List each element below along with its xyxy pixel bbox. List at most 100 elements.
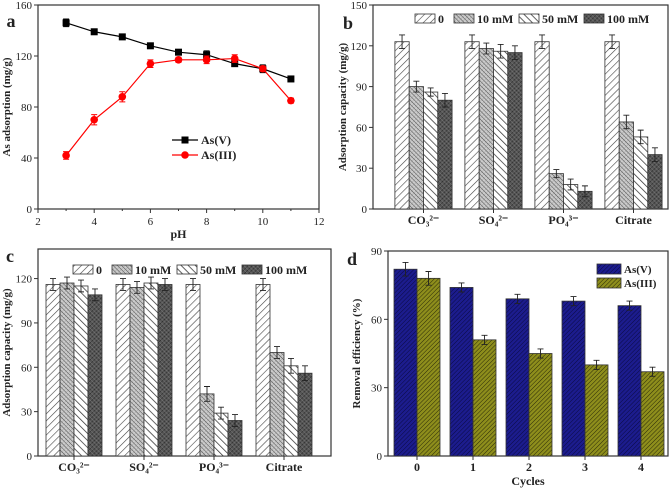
y-tick-label: 150 bbox=[351, 0, 368, 12]
bar bbox=[143, 282, 159, 457]
error-bar bbox=[481, 334, 488, 345]
x-axis-label: Cycles bbox=[511, 474, 545, 488]
bar bbox=[464, 41, 480, 210]
bar bbox=[507, 52, 523, 210]
legend-label: 0 bbox=[96, 263, 102, 277]
error-bar bbox=[567, 178, 574, 191]
error-bar bbox=[78, 279, 84, 293]
legend-marker bbox=[181, 151, 189, 159]
series-line bbox=[65, 57, 292, 156]
y-tick-label: 90 bbox=[356, 82, 368, 94]
legend-label: 0 bbox=[438, 12, 444, 26]
data-point bbox=[231, 60, 239, 68]
bar bbox=[199, 393, 215, 457]
data-point bbox=[118, 33, 126, 41]
y-axis-label: As adsorption (mg/g) bbox=[1, 57, 13, 156]
error-bar bbox=[581, 185, 588, 198]
error-bar bbox=[623, 114, 630, 130]
y-tick-label: 60 bbox=[21, 362, 33, 374]
legend-swatch bbox=[414, 13, 436, 24]
legend-swatch bbox=[176, 264, 198, 275]
y-tick-label: 30 bbox=[371, 383, 383, 395]
error-bar bbox=[399, 34, 406, 49]
data-point bbox=[174, 56, 183, 64]
error-bar bbox=[204, 386, 210, 402]
data-point bbox=[90, 115, 98, 124]
bar bbox=[561, 300, 586, 457]
legend-swatch bbox=[596, 263, 622, 275]
x-tick-label: SO₄²⁻ bbox=[479, 213, 509, 227]
bar bbox=[394, 41, 410, 210]
y-tick-label: 120 bbox=[16, 51, 33, 63]
legend-label: As(V) bbox=[624, 264, 652, 276]
y-tick-label: 120 bbox=[351, 41, 368, 53]
legend-label: 10 mM bbox=[135, 263, 171, 277]
legend-label: 100 mM bbox=[265, 263, 307, 277]
error-bar bbox=[162, 278, 168, 291]
legend-swatch bbox=[111, 264, 133, 275]
error-bar bbox=[609, 34, 616, 49]
error-bar bbox=[637, 129, 644, 145]
bar bbox=[604, 41, 620, 210]
error-bar bbox=[553, 169, 560, 179]
bar bbox=[618, 121, 634, 210]
legend-swatch bbox=[583, 13, 605, 24]
panel-b: b 0 30 60 90 120 150 Adsorption capacity (mg/g)… bbox=[337, 0, 669, 227]
y-tick-label: 90 bbox=[21, 318, 33, 330]
error-bar bbox=[148, 276, 154, 290]
bar bbox=[528, 353, 553, 457]
bar bbox=[45, 284, 61, 457]
x-tick-label: 2 bbox=[526, 460, 532, 474]
bar bbox=[129, 287, 145, 457]
bar bbox=[157, 284, 173, 457]
bar bbox=[87, 294, 103, 457]
data-point bbox=[146, 59, 155, 68]
bar bbox=[283, 365, 299, 457]
error-bar bbox=[511, 45, 518, 60]
data-point bbox=[287, 96, 295, 105]
bar bbox=[640, 371, 665, 457]
data-point bbox=[175, 48, 182, 56]
x-tick-label: 12 bbox=[314, 216, 325, 228]
bar bbox=[393, 268, 418, 457]
bar bbox=[493, 50, 509, 210]
legend-marker bbox=[181, 136, 189, 144]
x-tick-label: CO₃²⁻ bbox=[58, 460, 90, 474]
panel-label: b bbox=[343, 13, 353, 33]
panel-label: c bbox=[6, 246, 14, 266]
bar bbox=[647, 154, 663, 210]
bar bbox=[213, 412, 229, 457]
data-point bbox=[146, 42, 154, 50]
legend-swatch bbox=[596, 277, 622, 289]
bar bbox=[548, 173, 564, 210]
legend-swatch bbox=[241, 264, 263, 275]
x-axis-label: pH bbox=[170, 227, 187, 241]
legend-label: As(V) bbox=[201, 133, 231, 147]
bar bbox=[408, 86, 424, 210]
x-tick-label: SO₄²⁻ bbox=[129, 460, 159, 474]
legend-label: 10 mM bbox=[477, 12, 513, 26]
y-tick-label: 0 bbox=[377, 451, 383, 463]
legend-label: 50 mM bbox=[542, 12, 578, 26]
x-tick-label: 8 bbox=[204, 216, 210, 228]
bar bbox=[534, 41, 550, 210]
error-bar bbox=[64, 276, 70, 290]
legend-label: 100 mM bbox=[607, 12, 649, 26]
plot-frame bbox=[37, 248, 332, 457]
y-tick-label: 60 bbox=[371, 314, 383, 326]
error-bar bbox=[483, 42, 490, 55]
legend-label: As(III) bbox=[201, 148, 236, 162]
x-tick-label: CO₃²⁻ bbox=[408, 213, 440, 227]
data-point bbox=[203, 51, 211, 59]
x-tick-label: 2 bbox=[35, 216, 41, 228]
x-tick-label: 6 bbox=[148, 216, 154, 228]
bar bbox=[185, 284, 201, 457]
x-tick-label: 10 bbox=[257, 216, 269, 228]
legend-swatch bbox=[518, 13, 540, 24]
error-bar bbox=[288, 357, 294, 374]
error-bar bbox=[218, 406, 224, 420]
error-bar bbox=[402, 261, 409, 277]
error-bar bbox=[626, 300, 633, 311]
